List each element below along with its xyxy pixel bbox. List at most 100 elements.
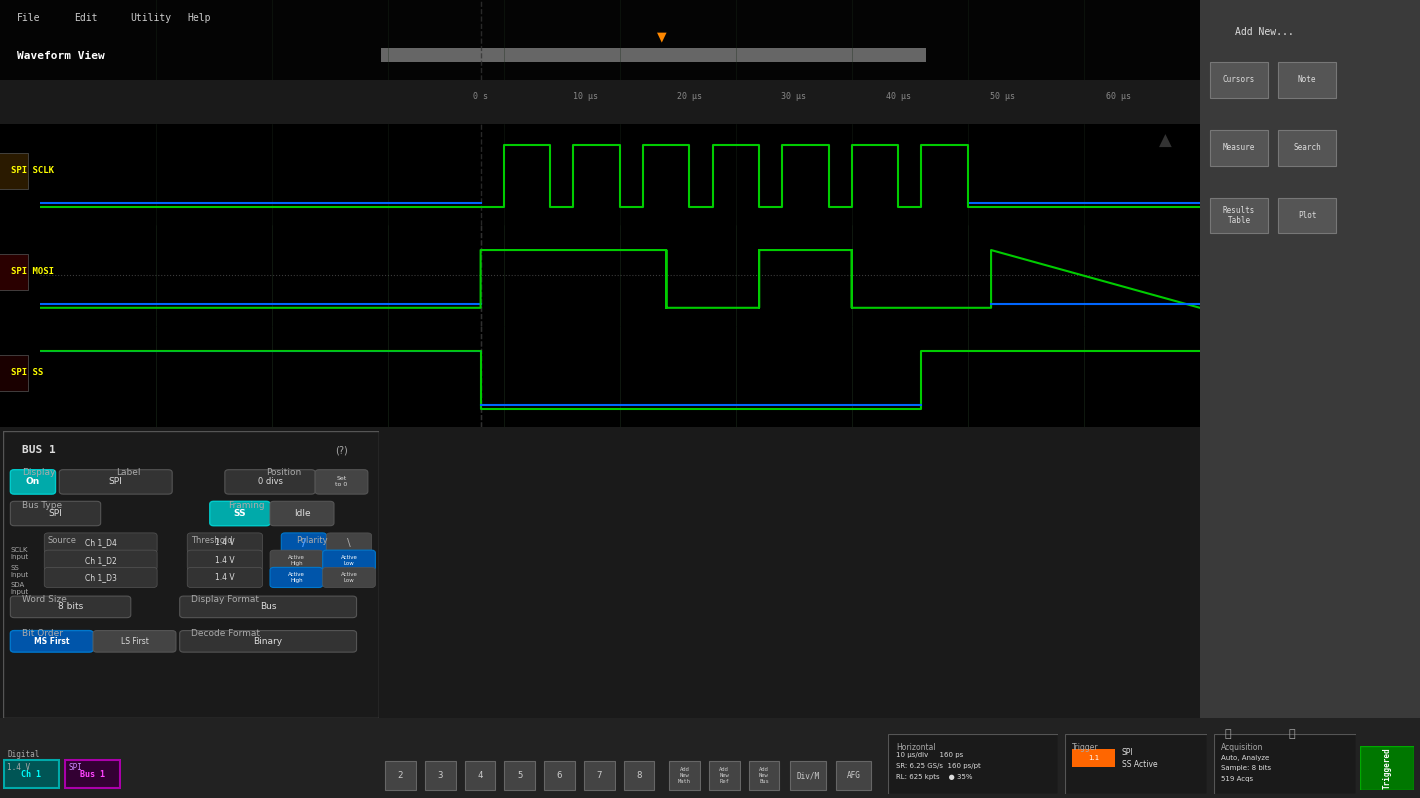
Text: Ch 1_D3: Ch 1_D3 xyxy=(85,573,116,582)
Text: Cursors: Cursors xyxy=(1223,75,1255,85)
Text: 6: 6 xyxy=(557,771,562,780)
Text: Add
New
Ref: Add New Ref xyxy=(720,768,728,784)
Text: Ch 1: Ch 1 xyxy=(21,769,41,779)
Text: ▼: ▼ xyxy=(657,30,666,43)
FancyBboxPatch shape xyxy=(10,630,94,652)
FancyBboxPatch shape xyxy=(44,567,158,587)
Text: Polarity: Polarity xyxy=(297,535,328,545)
Text: RL: 625 kpts    ● 35%: RL: 625 kpts ● 35% xyxy=(896,774,973,780)
Text: Plot: Plot xyxy=(1298,211,1316,220)
Text: Results
Table: Results Table xyxy=(1223,206,1255,225)
Text: Bus 1: Bus 1 xyxy=(80,769,105,779)
Text: 10 µs: 10 µs xyxy=(572,92,598,101)
Text: 1.4 V: 1.4 V xyxy=(214,555,234,565)
Text: Set
to 0: Set to 0 xyxy=(335,476,348,487)
Text: Position: Position xyxy=(267,468,301,477)
FancyBboxPatch shape xyxy=(322,567,375,587)
Text: Auto, Analyze: Auto, Analyze xyxy=(1221,755,1269,760)
Text: \: \ xyxy=(346,538,351,548)
Text: MS First: MS First xyxy=(34,637,70,646)
Text: File: File xyxy=(17,14,41,23)
Text: ▲: ▲ xyxy=(1159,132,1172,150)
Text: Threshold: Threshold xyxy=(192,535,233,545)
Text: 0 s: 0 s xyxy=(473,92,488,101)
Text: 1.4 V: 1.4 V xyxy=(214,539,234,547)
FancyBboxPatch shape xyxy=(60,470,172,494)
Text: SPI: SPI xyxy=(1122,748,1133,757)
Text: 50 µs: 50 µs xyxy=(990,92,1015,101)
Text: AFG: AFG xyxy=(846,771,861,780)
Text: 1.1: 1.1 xyxy=(1088,755,1099,761)
FancyBboxPatch shape xyxy=(180,596,356,618)
FancyBboxPatch shape xyxy=(10,501,101,526)
Text: Edit: Edit xyxy=(74,14,98,23)
FancyBboxPatch shape xyxy=(270,501,334,526)
Text: Digital: Digital xyxy=(7,749,40,759)
Text: Label: Label xyxy=(116,468,141,477)
FancyBboxPatch shape xyxy=(44,550,158,571)
Bar xyxy=(1072,749,1115,767)
Text: SCLK
Input: SCLK Input xyxy=(10,547,28,560)
Text: SS
Input: SS Input xyxy=(10,564,28,578)
Text: Binary: Binary xyxy=(254,637,283,646)
Text: Search: Search xyxy=(1294,143,1321,152)
Text: Display: Display xyxy=(21,468,55,477)
FancyBboxPatch shape xyxy=(94,630,176,652)
Bar xyxy=(0,355,28,391)
Text: 1.4 V: 1.4 V xyxy=(214,573,234,582)
Text: 2: 2 xyxy=(398,771,403,780)
Text: Bit Order: Bit Order xyxy=(21,629,62,638)
Text: Active
Low: Active Low xyxy=(341,572,358,583)
Text: 0 divs: 0 divs xyxy=(257,477,283,486)
Text: Bus: Bus xyxy=(260,602,277,611)
Text: Ch 1_D4: Ch 1_D4 xyxy=(85,539,116,547)
Text: 3: 3 xyxy=(437,771,443,780)
Text: BUS 1: BUS 1 xyxy=(21,445,55,456)
Text: 10 µs/div     160 ps: 10 µs/div 160 ps xyxy=(896,752,963,758)
Text: Triggered: Triggered xyxy=(1383,747,1392,789)
Text: LS First: LS First xyxy=(121,637,149,646)
Text: On: On xyxy=(26,477,40,486)
Text: SPI MOSI: SPI MOSI xyxy=(11,267,54,276)
FancyBboxPatch shape xyxy=(10,470,55,494)
Text: 8 bits: 8 bits xyxy=(58,602,84,611)
FancyBboxPatch shape xyxy=(187,533,263,553)
Text: SPI: SPI xyxy=(68,763,82,772)
Text: 1.4 V: 1.4 V xyxy=(7,763,30,772)
Text: Add
New
Math: Add New Math xyxy=(677,768,692,784)
Text: 519 Acqs: 519 Acqs xyxy=(1221,776,1254,782)
Text: Utility: Utility xyxy=(131,14,172,23)
Text: Sample: 8 bits: Sample: 8 bits xyxy=(1221,765,1271,772)
Text: 8: 8 xyxy=(636,771,642,780)
FancyBboxPatch shape xyxy=(270,567,322,587)
Text: Active
High: Active High xyxy=(288,572,305,583)
Text: Add New...: Add New... xyxy=(1235,27,1294,37)
FancyBboxPatch shape xyxy=(322,550,375,571)
Text: SS Active: SS Active xyxy=(1122,760,1157,768)
Bar xyxy=(0,152,28,188)
Text: SPI: SPI xyxy=(109,477,122,486)
Text: Note: Note xyxy=(1298,75,1316,85)
FancyBboxPatch shape xyxy=(44,533,158,553)
Text: 60 µs: 60 µs xyxy=(1106,92,1132,101)
Text: 40 µs: 40 µs xyxy=(886,92,910,101)
Text: Active
High: Active High xyxy=(288,555,305,566)
FancyBboxPatch shape xyxy=(270,550,322,571)
FancyBboxPatch shape xyxy=(180,630,356,652)
Text: 🔍: 🔍 xyxy=(1225,729,1231,739)
Text: 🗑: 🗑 xyxy=(1289,729,1295,739)
Text: 7: 7 xyxy=(596,771,602,780)
Text: Div/M: Div/M xyxy=(797,771,819,780)
Text: SDA
Input: SDA Input xyxy=(10,582,28,595)
Text: Measure: Measure xyxy=(1223,143,1255,152)
FancyBboxPatch shape xyxy=(281,533,327,553)
Text: Display Format: Display Format xyxy=(192,595,258,603)
FancyBboxPatch shape xyxy=(187,567,263,587)
Text: 5: 5 xyxy=(517,771,523,780)
Text: Idle: Idle xyxy=(294,509,311,518)
FancyBboxPatch shape xyxy=(187,550,263,571)
FancyBboxPatch shape xyxy=(210,501,270,526)
Text: /: / xyxy=(302,538,305,548)
Text: 4: 4 xyxy=(477,771,483,780)
Text: Word Size: Word Size xyxy=(21,595,67,603)
